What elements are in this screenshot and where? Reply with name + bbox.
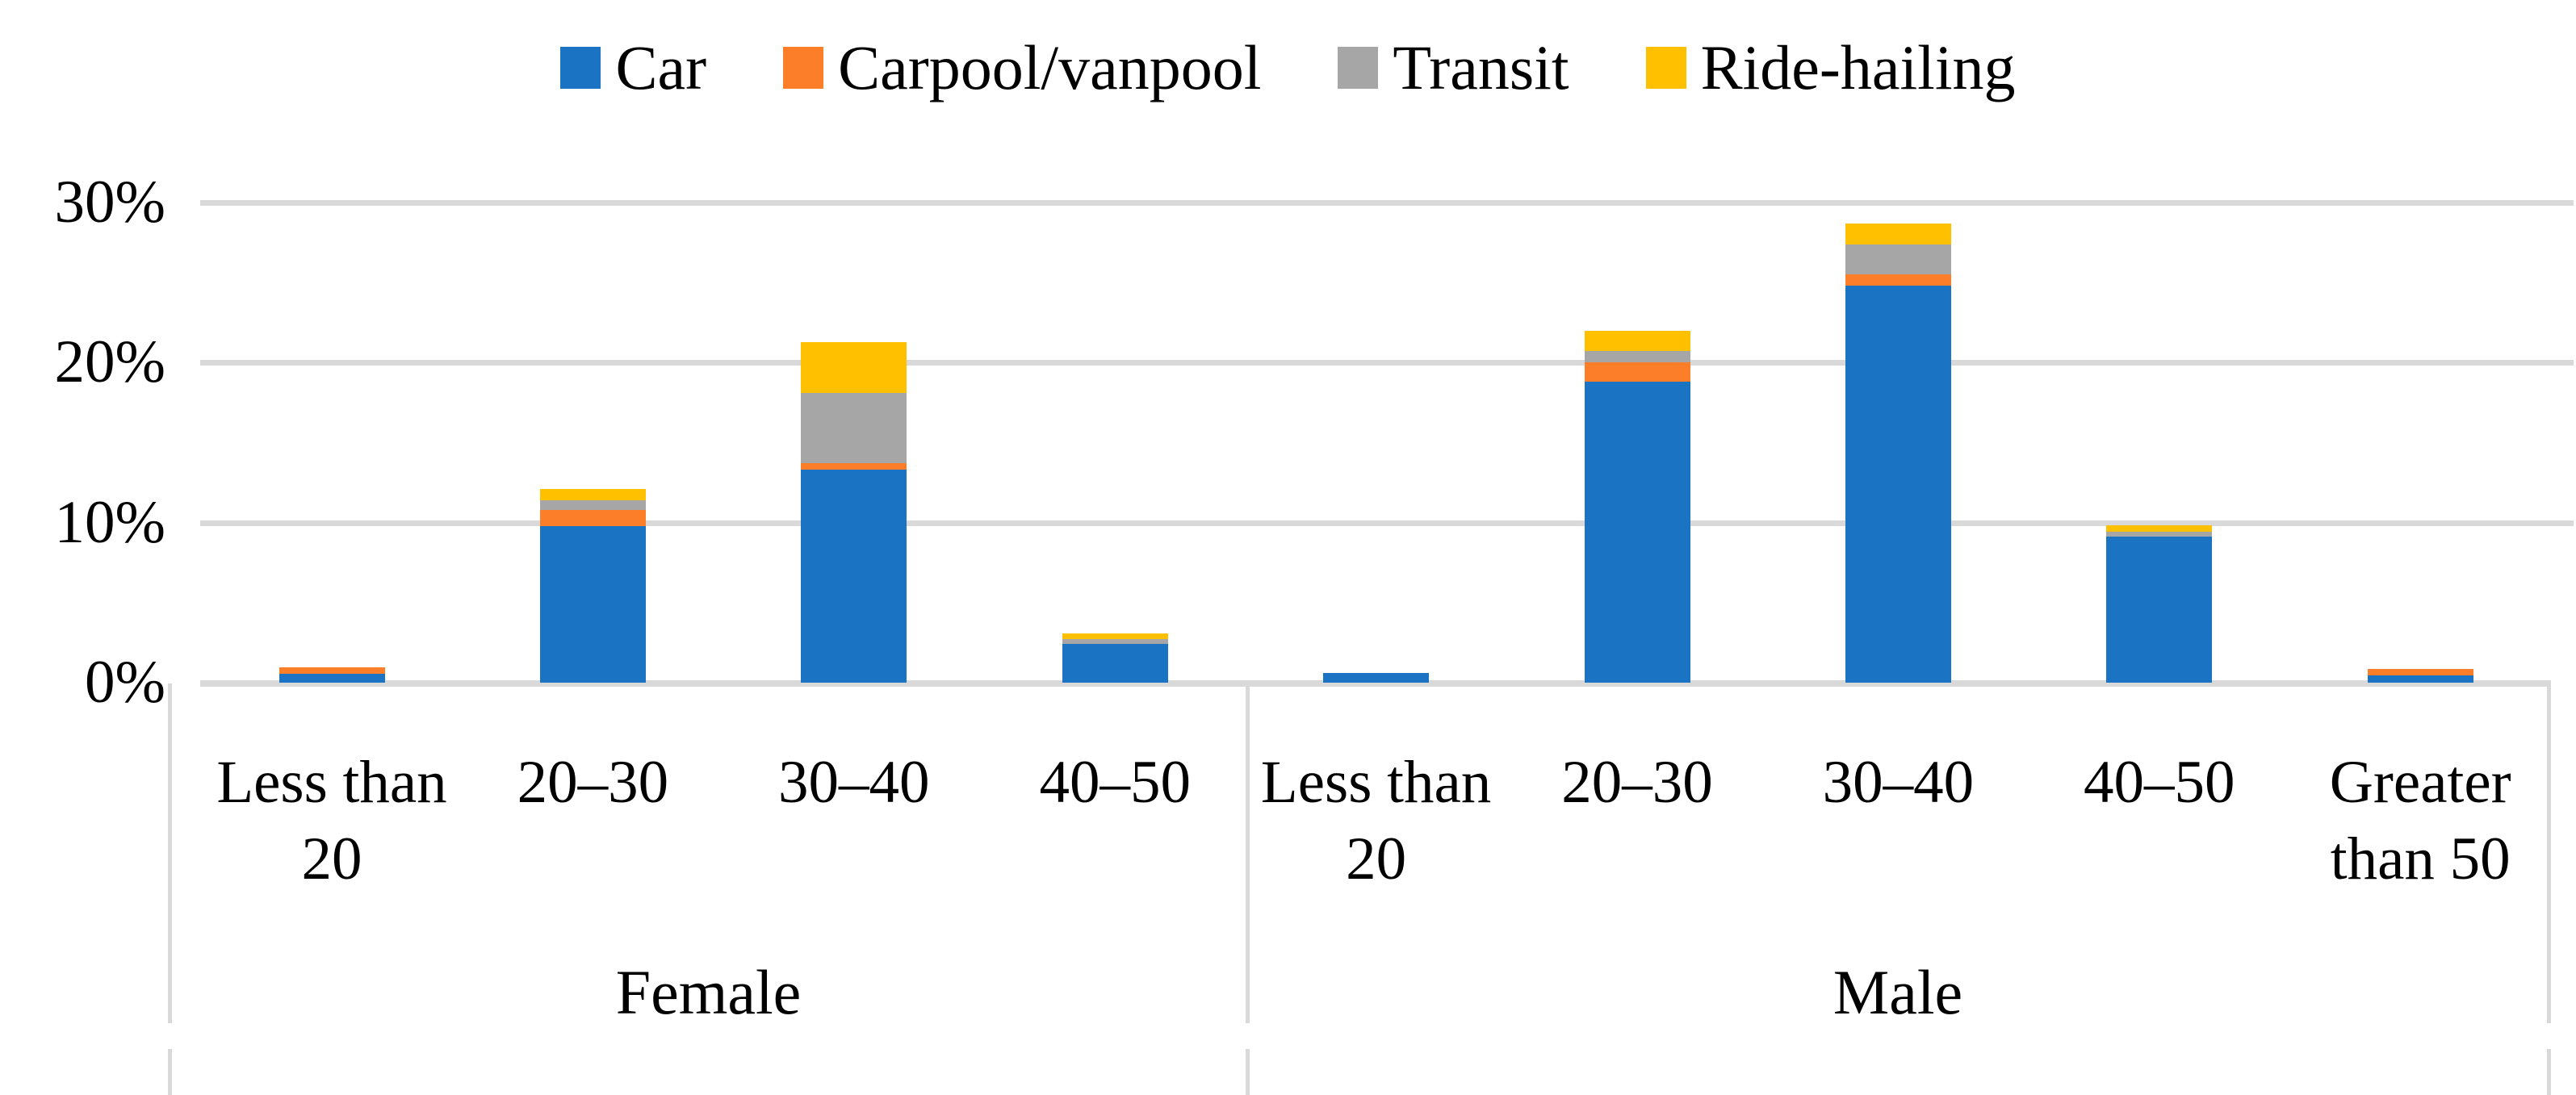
x-axis-line [200,680,2551,687]
category-divider [2547,683,2551,1023]
legend-item: Ride-hailing [1645,32,2016,102]
gridline [200,520,2574,526]
legend-color-swatch [560,47,601,89]
group-label-female: Female [615,957,802,1027]
legend-color-swatch [1338,47,1379,89]
legend-color-swatch [1645,47,1686,89]
category-divider-stub [168,1049,172,1095]
bar-segment-car [2106,536,2213,683]
category-label-line: 20–30 [517,749,669,816]
bar-segment-transit [2106,531,2213,537]
bar-segment-car [279,674,385,683]
category-label-line: Greater [2329,749,2511,816]
legend-label: Car [615,32,707,102]
bar-segment-ride-hailing [539,489,646,500]
bar-segment-car [1323,673,1430,683]
bar-segment-carpool-vanpool [1845,274,1951,286]
category-label: 30–40 [709,744,999,821]
y-axis-tick-label: 10% [54,488,165,556]
bar-segment-carpool-vanpool [1584,362,1690,382]
category-label-line: 30–40 [778,749,930,816]
bar-segment-car [1845,286,1951,683]
legend-item: Carpool/vanpool [783,34,1261,102]
category-label: Less than 20 [186,744,477,897]
legend-item: Transit [1338,34,1569,102]
y-axis-tick-label: 20% [54,328,165,396]
category-label: 40–50 [970,744,1260,821]
bar-segment-car [801,470,907,683]
gridline [200,360,2574,366]
group-label-male: Male [1833,957,1963,1027]
category-label: 20–30 [447,744,738,821]
bar-segment-car [1062,644,1168,683]
bar-segment-transit [1062,639,1168,645]
legend-label: Ride-hailing [1700,32,2016,102]
category-label-line: 30–40 [1822,749,1975,816]
bar-segment-carpool-vanpool [539,509,646,526]
bar-segment-ride-hailing [1584,330,1690,352]
bar-segment-ride-hailing [2106,525,2213,532]
bar-segment-transit [539,499,646,510]
bar-segment-car [2367,675,2473,683]
category-label-line: 40–50 [2084,749,2235,816]
category-label: 20–30 [1492,744,1782,821]
category-divider [168,683,172,1023]
category-label: 40–50 [2014,744,2305,821]
category-label: Greater than 50 [2275,744,2566,897]
bar-segment-ride-hailing [801,341,907,393]
category-label-line: Less than [216,749,447,816]
legend-label: Transit [1393,32,1569,102]
category-divider [1246,683,1250,1023]
bar-segment-transit [1845,244,1951,275]
y-axis-tick-label: 0% [85,649,165,716]
bar-segment-transit [801,393,907,464]
bar-segment-carpool-vanpool [801,463,907,470]
category-label-line: Less than [1260,749,1492,816]
chart-legend: Car Carpool/vanpool Transit Ride-hailing [0,34,2576,102]
bar-segment-car [539,525,646,683]
bar-segment-car [1584,382,1690,683]
legend-item: Car [560,34,706,102]
gridline [200,200,2574,206]
bar-segment-carpool-vanpool [279,667,385,675]
category-label-line: 20 [1346,825,1407,892]
legend-color-swatch [783,47,824,89]
legend-label: Carpool/vanpool [838,32,1262,102]
category-label-line: 40–50 [1039,749,1191,816]
category-label-line: than 50 [2330,825,2511,892]
bar-segment-ride-hailing [1062,633,1168,640]
category-label: Less than 20 [1231,744,1522,897]
category-divider-stub [1246,1049,1250,1095]
bar-segment-ride-hailing [1845,223,1951,244]
category-divider-stub [2547,1049,2551,1095]
category-label: 30–40 [1753,744,2043,821]
category-label-line: 20–30 [1561,749,1713,816]
bar-segment-carpool-vanpool [2367,669,2473,676]
y-axis-tick-label: 30% [54,169,165,236]
category-label-line: 20 [301,825,362,892]
bar-segment-transit [1584,351,1690,363]
